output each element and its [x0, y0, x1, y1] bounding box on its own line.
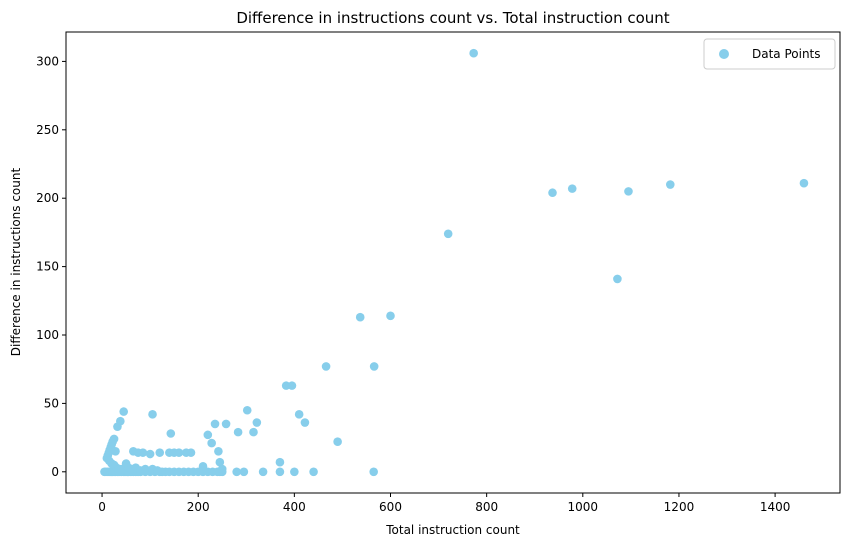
data-point	[217, 464, 227, 474]
x-tick-label: 200	[187, 500, 210, 514]
data-point	[214, 446, 223, 456]
data-point	[111, 446, 120, 456]
data-point	[386, 311, 395, 321]
data-point	[369, 362, 379, 371]
x-tick-label: 1200	[664, 500, 695, 514]
data-point	[141, 464, 150, 474]
data-point	[186, 448, 196, 457]
data-point	[799, 178, 809, 188]
data-point	[116, 416, 125, 426]
data-point	[290, 467, 299, 477]
data-point	[275, 467, 285, 477]
data-point	[232, 467, 241, 477]
data-point	[153, 466, 162, 475]
y-axis-ticks: 0 50 100 150 200 250 300	[36, 54, 66, 479]
data-point	[665, 180, 675, 189]
data-point	[321, 362, 331, 371]
data-point	[369, 467, 378, 477]
data-point	[174, 448, 184, 457]
data-point	[258, 467, 268, 477]
x-tick-label: 400	[283, 500, 306, 514]
data-point	[249, 427, 258, 437]
x-tick-label: 800	[475, 500, 498, 514]
y-tick-label: 0	[51, 465, 59, 479]
legend-box	[703, 38, 836, 70]
data-point	[145, 449, 155, 459]
data-point	[355, 312, 365, 322]
x-tick-label: 1400	[760, 500, 791, 514]
data-point	[166, 429, 176, 438]
data-point	[239, 467, 249, 477]
data-point	[210, 419, 220, 429]
data-point	[469, 48, 478, 58]
data-point	[613, 274, 622, 284]
data-point	[119, 407, 128, 416]
data-point	[252, 418, 262, 427]
data-point	[287, 381, 297, 390]
data-point	[109, 434, 119, 444]
data-point	[207, 438, 216, 448]
data-point	[242, 405, 252, 415]
data-point	[148, 410, 157, 419]
chart-title: Difference in instructions count vs. Tot…	[236, 9, 669, 27]
data-point	[624, 187, 633, 196]
y-tick-label: 50	[44, 396, 59, 410]
data-point	[294, 410, 304, 419]
data-point	[203, 430, 213, 440]
y-tick-label: 150	[36, 260, 59, 274]
x-axis-label: Total instruction count	[385, 523, 520, 537]
data-point	[215, 457, 225, 467]
x-tick-label: 1000	[568, 500, 599, 514]
legend-marker	[719, 49, 729, 59]
data-point	[333, 437, 342, 447]
data-point	[138, 448, 148, 457]
legend: Data Points	[703, 38, 836, 70]
x-tick-label: 0	[98, 500, 106, 514]
y-axis-label: Difference in instructions count	[9, 168, 23, 357]
x-axis-ticks: 0 200 400 600 800 1000 1200 1400	[98, 493, 790, 514]
data-point	[233, 427, 243, 437]
data-point	[567, 184, 577, 193]
data-point	[155, 448, 165, 457]
y-tick-label: 100	[36, 328, 59, 342]
data-point	[548, 188, 557, 198]
x-tick-label: 600	[379, 500, 402, 514]
y-tick-label: 200	[36, 191, 59, 205]
data-point	[309, 467, 318, 477]
data-point	[275, 457, 285, 467]
y-tick-label: 250	[36, 123, 59, 137]
data-point	[221, 419, 231, 429]
legend-label: Data Points	[752, 47, 821, 61]
data-point	[198, 462, 208, 471]
y-tick-label: 300	[36, 54, 59, 68]
data-point	[443, 229, 453, 239]
data-points	[100, 48, 809, 477]
plot-frame	[65, 31, 841, 494]
data-point	[300, 418, 310, 427]
